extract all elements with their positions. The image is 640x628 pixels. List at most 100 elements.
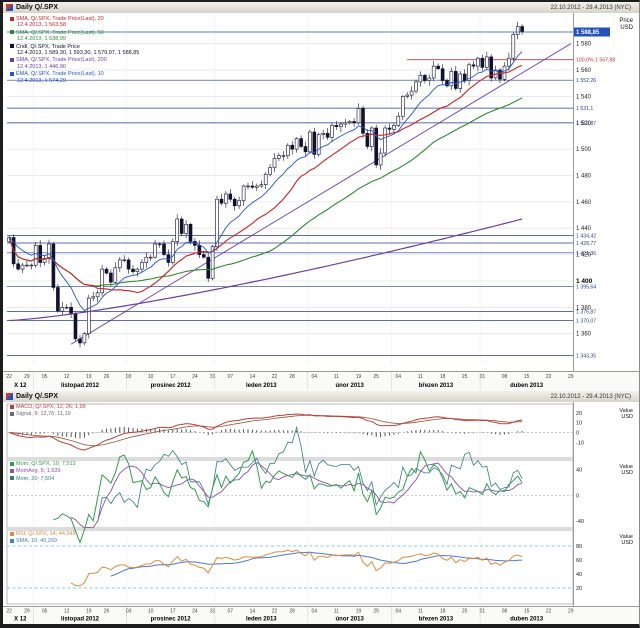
- momentum20-line[interactable]: [97, 425, 523, 523]
- series-color-icon: [10, 71, 14, 76]
- day-tick-label: 28: [289, 374, 295, 380]
- day-tick-label: 11: [418, 609, 423, 615]
- price-tick-label: 1 460: [576, 200, 592, 206]
- day-tick-label: 01: [480, 374, 486, 380]
- legend-entry[interactable]: SMA, Q/.SPX, Trade Price(Last), 50 12.4.2…: [10, 30, 139, 43]
- day-tick-label: 05: [42, 609, 48, 615]
- legend-entry[interactable]: SMA, 10; 40,269: [10, 538, 76, 544]
- legend-entry[interactable]: RSI, Q/.SPX, 14; 44,549: [10, 531, 76, 537]
- svg-text:USD: USD: [620, 25, 633, 31]
- legend-entry[interactable]: MomAvg, 5; 1,639: [10, 468, 76, 474]
- candles[interactable]: [7, 21, 524, 348]
- sma200-line[interactable]: [9, 218, 523, 322]
- day-tick-label: 17: [170, 374, 176, 380]
- day-tick-label: 31: [210, 374, 216, 380]
- ema10-line[interactable]: [8, 51, 523, 312]
- svg-text:USD: USD: [621, 540, 633, 546]
- price-tick-label: 1 360: [576, 332, 592, 338]
- price-tick-label: 1 540: [576, 94, 592, 100]
- svg-text:20: 20: [576, 586, 582, 592]
- momentum-avg-line[interactable]: [70, 462, 523, 529]
- day-tick-label: 28: [289, 609, 295, 615]
- day-tick-label: 01: [480, 609, 486, 615]
- day-tick-label: 25: [462, 609, 468, 615]
- day-tick-label: 10: [148, 609, 154, 615]
- indicator-title: Daily Q/.SPX: [16, 392, 59, 400]
- day-tick-label: 11: [334, 609, 339, 615]
- series-color-icon: [10, 57, 14, 62]
- series-color-icon: [10, 468, 14, 473]
- month-label: prosinec 2012: [151, 617, 192, 623]
- day-tick-label: 22: [6, 374, 12, 380]
- legend-entry[interactable]: SMA, Q/.SPX, Trade Price(Last), 20 12.4.2…: [10, 16, 139, 29]
- legend-entry[interactable]: Cndl, Q/.SPX, Trade Price 12.4.2013, 1 58…: [10, 44, 139, 57]
- day-tick-label: 18: [440, 374, 446, 380]
- chart-title: Daily Q/.SPX: [16, 3, 59, 11]
- legend-entry[interactable]: MACD, Q/.SPX, 12, 26; 1,99: [10, 404, 86, 410]
- last-price-label: 1 588,85: [576, 30, 600, 36]
- legend-entry[interactable]: SMA, Q/.SPX, Trade Price(Last), 200 12.4.…: [10, 57, 139, 70]
- macd-line[interactable]: [9, 413, 523, 451]
- level-label: 1 531,1: [576, 106, 593, 112]
- day-tick-label: 04: [396, 609, 402, 615]
- legend-entry[interactable]: Mom, Q/.SPX, 10; 7,513: [10, 461, 76, 467]
- price-tick-label: 1 400: [576, 278, 593, 285]
- month-label: únor 2013: [336, 383, 365, 389]
- month-label: listopad 2012: [61, 617, 100, 623]
- legend-entry[interactable]: Mom, 20; 7,504: [10, 476, 76, 482]
- oscillator-avg-line[interactable]: [110, 551, 523, 577]
- day-tick-label: 22: [546, 374, 552, 380]
- day-tick-label: 05: [42, 374, 48, 380]
- series-color-icon: [10, 538, 14, 543]
- month-label: prosinec 2012: [151, 383, 192, 389]
- day-tick-label: 10: [148, 374, 154, 380]
- day-tick-label: 25: [462, 374, 468, 380]
- svg-text:Value: Value: [619, 408, 633, 414]
- macd-legend: MACD, Q/.SPX, 12, 26; 1,99 Signal, 9; 12,…: [10, 404, 86, 419]
- day-tick-label: 19: [86, 374, 92, 380]
- indicator-panels[interactable]: 20100-10ValueUSD400-40ValueUSD80604020Va…: [3, 402, 639, 606]
- sma50-line[interactable]: [8, 97, 523, 287]
- x-axis-main: 22 29 05 12 19 26 03 10 17 24 31 07 14 22 28 04 11 19 25 04…: [3, 371, 639, 391]
- month-label: březen 2013: [419, 383, 454, 389]
- oscillator-line[interactable]: [70, 549, 523, 587]
- day-tick-label: 19: [86, 609, 92, 615]
- svg-text:10: 10: [576, 421, 582, 427]
- price-tick-label: 1 560: [576, 68, 592, 74]
- level-label: 1 395,64: [576, 285, 596, 291]
- day-tick-label: 11: [418, 374, 423, 380]
- series-color-icon: [10, 30, 14, 35]
- trendline[interactable]: [70, 43, 572, 345]
- day-tick-label: 07: [228, 374, 234, 380]
- day-tick-label: 15: [524, 609, 530, 615]
- momentum10-line[interactable]: [53, 449, 523, 545]
- day-tick-label: 17: [170, 609, 176, 615]
- day-tick-label: 29: [568, 374, 574, 380]
- day-tick-label: 08: [502, 374, 508, 380]
- price-tick-label: 1 420: [576, 253, 592, 259]
- series-color-icon: [10, 531, 14, 536]
- series-color-icon: [10, 476, 14, 481]
- day-tick-label: 14: [250, 374, 256, 380]
- price-legend: SMA, Q/.SPX, Trade Price(Last), 20 12.4.2…: [10, 16, 139, 85]
- svg-text:Value: Value: [619, 464, 633, 470]
- legend-entry[interactable]: Signal, 9; 12,76; 11,19: [10, 411, 86, 417]
- main-price-chart[interactable]: 1 580 1 560 1 540 1 520 1 500 1 480 1 460 1 440…: [3, 13, 639, 371]
- level-label: 1 428,77: [576, 241, 596, 247]
- svg-text:60: 60: [576, 558, 582, 564]
- level-label: 1 434,42: [576, 234, 596, 240]
- day-tick-label: 22: [272, 374, 278, 380]
- day-tick-label: 22: [6, 609, 12, 615]
- x-axis-indicators: 22 29 05 12 19 26 03 10 17 24 31 07 14 22 28 04 11 19 25 04…: [3, 606, 639, 624]
- month-label: leden 2013: [246, 617, 277, 623]
- legend-entry[interactable]: EMA, Q/.SPX, Trade Price(Last), 10 12.4.2…: [10, 71, 139, 84]
- day-tick-label: 29: [568, 609, 574, 615]
- day-tick-label: 04: [396, 374, 402, 380]
- level-label: 1 370,07: [576, 318, 596, 324]
- level-label: 1 421,36: [576, 251, 596, 257]
- sma20-line[interactable]: [8, 64, 523, 294]
- day-tick-label: 14: [250, 609, 256, 615]
- day-tick-label: 26: [104, 374, 110, 380]
- svg-text:-10: -10: [576, 440, 584, 446]
- month-label: listopad 2012: [61, 383, 100, 389]
